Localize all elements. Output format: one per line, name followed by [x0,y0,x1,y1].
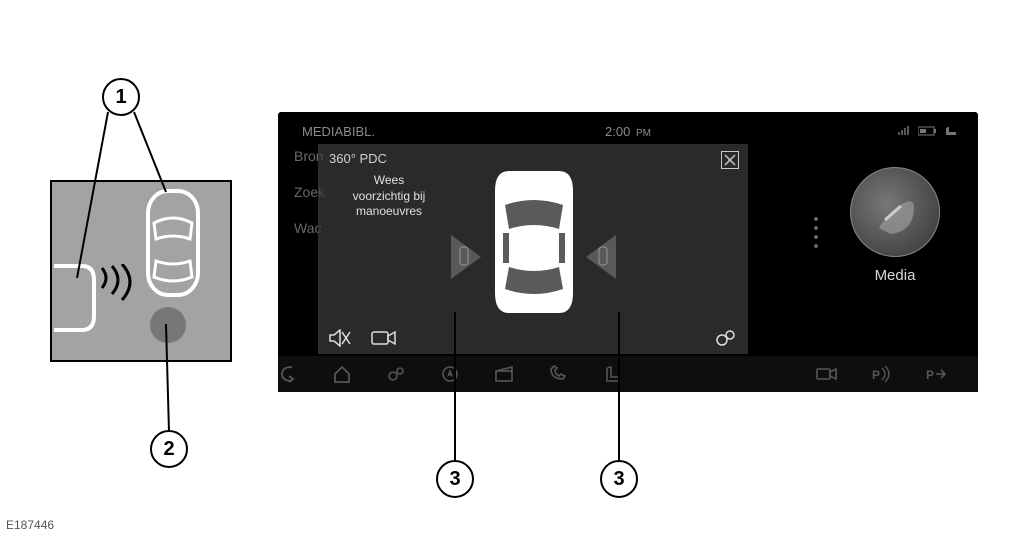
nav-park-button[interactable]: P [870,365,924,383]
callout-2-label: 2 [163,438,174,461]
status-time-value: 2:00 [605,124,630,139]
arrow-left-car-icon [455,245,475,269]
close-icon [724,154,736,166]
media-art-icon [850,167,940,257]
camera-button[interactable] [371,329,397,347]
bottom-nav: P P [278,356,978,392]
nav-media-button[interactable] [494,365,548,383]
battery-icon [918,126,938,136]
nav-camera2-button[interactable] [816,365,870,383]
callout-1-label: 1 [115,86,126,109]
pdc-msg-l3: manoeuvres [356,204,422,218]
svg-text:P: P [872,368,880,382]
compass-icon [440,365,460,383]
camera2-icon [816,365,838,383]
status-icons [898,126,958,136]
media-panel[interactable]: Media [830,167,960,284]
close-button[interactable] [721,151,739,169]
page-dots [814,217,818,248]
callout-3b: 3 [600,460,638,498]
infotainment-screen: MEDIABIBL. 2:00 PM Bron Zoek Wac 360° PD… [278,112,978,392]
apps-icon [386,365,406,383]
status-bar: MEDIABIBL. 2:00 PM [278,120,978,142]
left-car-top-icon [142,187,204,299]
status-time: 2:00 PM [605,124,651,139]
status-time-suffix: PM [636,128,651,139]
pdc-msg-l2: voorzichtig bij [353,189,426,203]
nav-apps-button[interactable] [386,365,440,383]
callout-2: 2 [150,430,188,468]
media-label: Media [830,267,960,284]
nav-seat-button[interactable] [602,365,656,383]
nav-phone-button[interactable] [548,365,602,383]
home-icon [332,365,352,383]
pdc-title: 360° PDC [319,145,747,168]
nav-home-button[interactable] [332,365,386,383]
callout-3a: 3 [436,460,474,498]
nav-back-button[interactable] [278,365,332,383]
clapper-icon [494,365,514,383]
callout-3b-label: 3 [613,468,624,491]
proximity-waves-icon [96,264,144,312]
park-sensor-icon: P [870,365,894,383]
callout-3a-label: 3 [449,468,460,491]
camera-icon [371,329,397,347]
image-id: E187446 [6,518,54,532]
nav-navigation-button[interactable] [440,365,494,383]
status-title: MEDIABIBL. [302,124,375,139]
settings-button[interactable] [715,329,737,347]
back-icon [278,365,298,383]
arrow-right-car-icon [592,245,612,269]
pdc-bottom-icons [329,329,737,347]
callout-1: 1 [102,78,140,116]
left-car-rear-icon [52,264,96,332]
pdc-msg-l1: Wees [374,173,404,187]
seat-icon [602,365,622,383]
signal-icon [898,126,912,136]
gears-icon [715,329,737,347]
pdc-dialog: 360° PDC Wees voorzichtig bij manoeuvres [318,144,748,354]
left-dot-icon [150,307,186,343]
park-exit-icon: P [924,365,948,383]
svg-text:P: P [926,368,934,382]
pdc-message: Wees voorzichtig bij manoeuvres [329,173,449,220]
nav-parkexit-button[interactable]: P [924,365,978,383]
phone-icon [548,365,568,383]
mute-icon [329,329,351,347]
left-illustration [50,180,232,362]
car-top-icon [489,167,579,317]
seat-status-icon [944,126,958,136]
mute-button[interactable] [329,329,351,347]
